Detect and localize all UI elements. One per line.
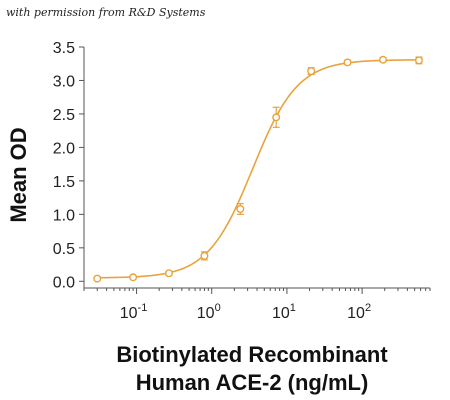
y-tick-label: 3.0 — [53, 73, 75, 90]
data-point — [200, 251, 209, 260]
x-tick-label: 100 — [197, 302, 221, 322]
data-point — [164, 269, 173, 278]
y-tick-label: 2.0 — [53, 140, 75, 157]
fit-curve — [97, 59, 419, 279]
x-axis-title-line-1: Biotinylated Recombinant — [116, 342, 388, 367]
x-tick-label: 101 — [272, 302, 296, 322]
data-point — [307, 67, 316, 76]
data-points-group — [93, 55, 423, 283]
data-point — [272, 113, 281, 122]
x-tick-label: 102 — [347, 302, 371, 322]
y-tick-label: 0.5 — [53, 241, 75, 258]
y-tick-label: 2.5 — [53, 107, 75, 124]
data-point — [93, 274, 102, 283]
axis-labels: 0.0 0.5 1.0 1.5 2.0 2.5 3.0 3.5 10-1 100 101 102 — [53, 40, 371, 322]
y-tick-label: 1.5 — [53, 174, 75, 191]
data-point — [343, 58, 352, 67]
fit-curve-group — [97, 59, 419, 279]
permission-credit: with permission from R&D Systems — [6, 6, 206, 19]
data-point — [129, 273, 138, 282]
data-point — [379, 55, 388, 64]
data-point — [236, 205, 245, 214]
axes — [79, 46, 431, 294]
x-tick-label: 10-1 — [120, 302, 148, 322]
y-tick-label: 3.5 — [53, 40, 75, 57]
x-axis-title-line-2: Human ACE-2 (ng/mL) — [136, 370, 369, 395]
data-point — [414, 56, 423, 65]
y-tick-label: 0.0 — [53, 274, 75, 291]
y-tick-label: 1.0 — [53, 207, 75, 224]
y-axis-title: Mean OD — [6, 127, 31, 222]
